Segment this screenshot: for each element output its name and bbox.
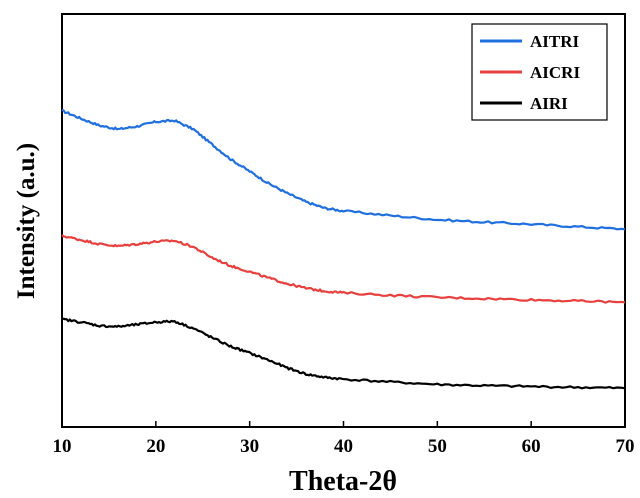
legend-label-aicri: AICRI [530, 63, 580, 82]
x-tick-label: 40 [334, 436, 353, 457]
x-tick-label: 10 [53, 436, 72, 457]
legend-label-airi: AIRI [530, 94, 568, 113]
legend-items: AITRI AICRI AIRI [480, 32, 580, 113]
series-layer [61, 108, 626, 390]
legend: AITRI AICRI AIRI [471, 23, 608, 121]
series-line-aitri [61, 108, 626, 231]
x-tick-label: 50 [428, 436, 447, 457]
legend-label-aitri: AITRI [530, 32, 580, 51]
series-line-aicri [61, 234, 626, 304]
x-tick-label: 60 [522, 436, 541, 457]
x-axis-label: Theta-2θ [289, 466, 397, 497]
x-tick-label: 30 [240, 436, 259, 457]
y-axis-label: Intensity (a.u.) [13, 143, 40, 299]
x-axis-ticks: 10 20 30 40 50 60 70 [53, 421, 635, 457]
x-tick-label: 20 [146, 436, 165, 457]
series-line-airi [61, 317, 626, 390]
x-tick-label: 70 [616, 436, 635, 457]
